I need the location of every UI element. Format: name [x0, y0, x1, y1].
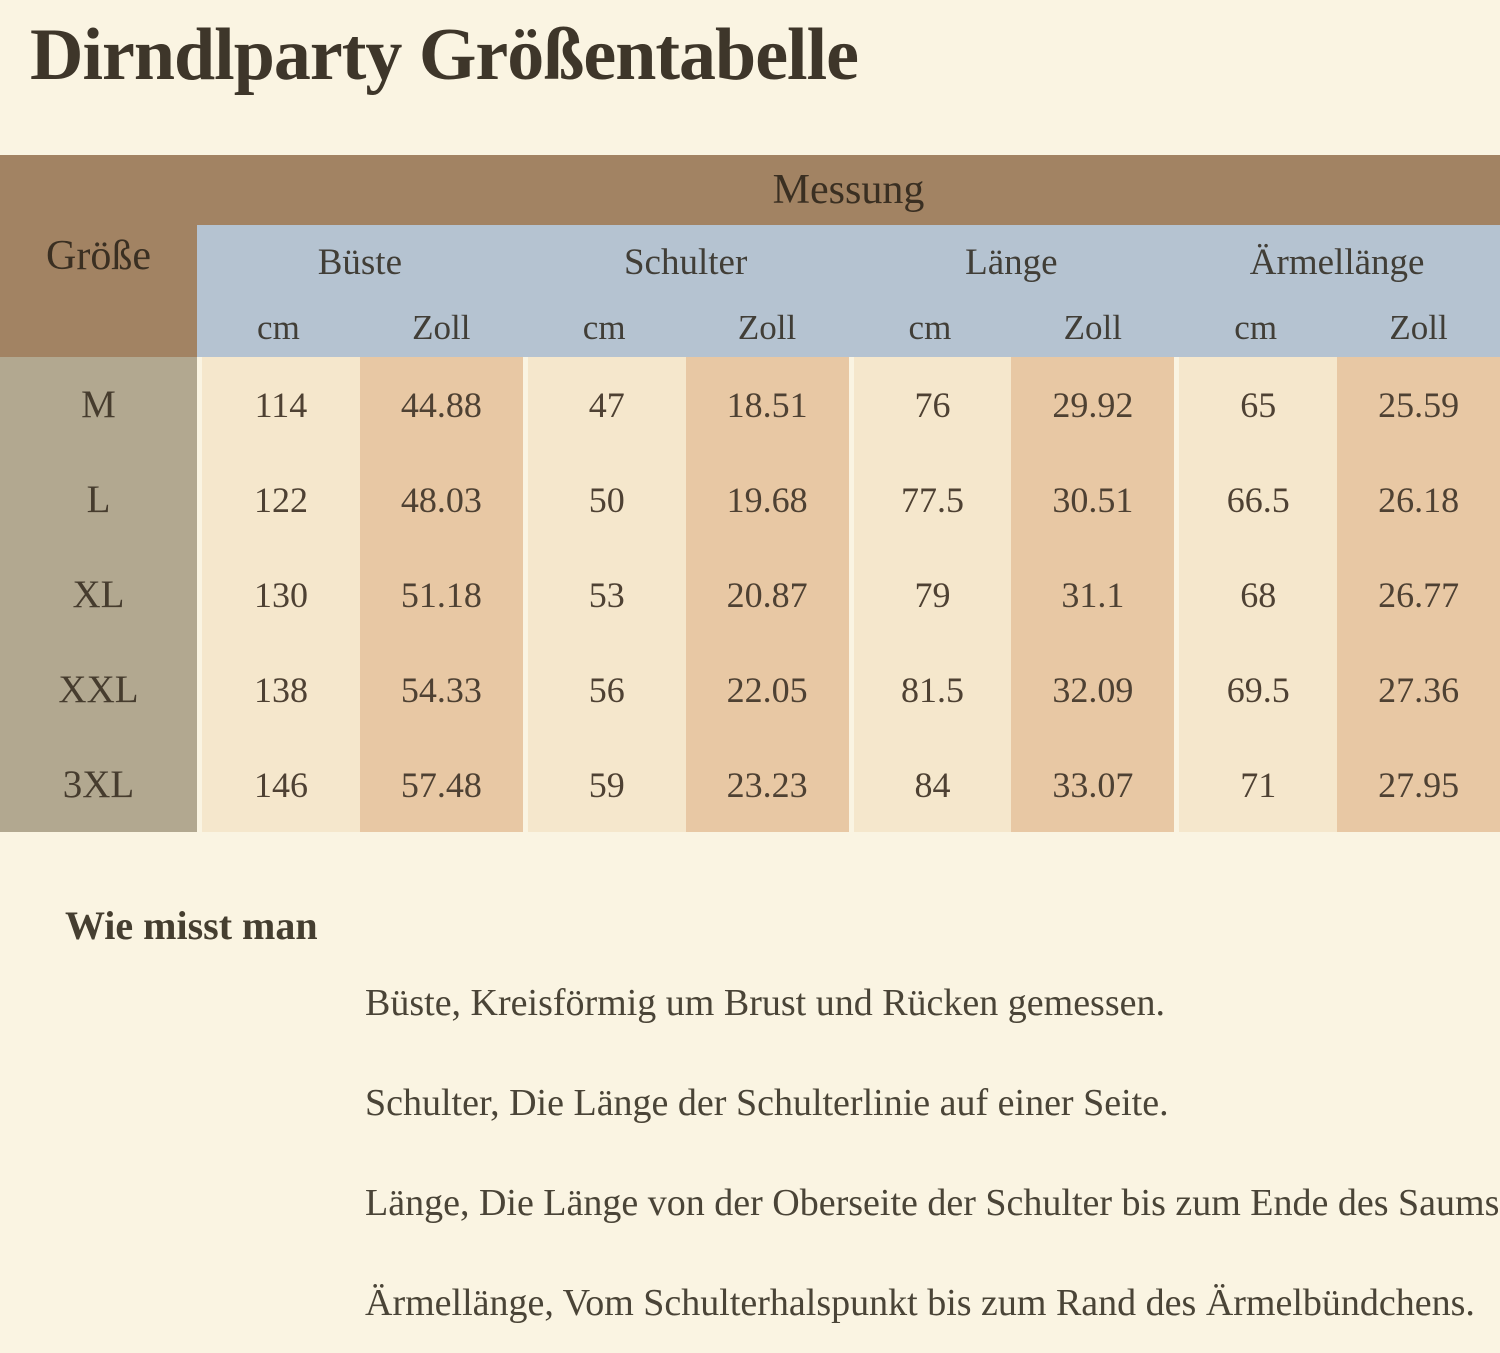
- unit-header-cm: cm: [197, 299, 360, 357]
- value-cell-cm: 65: [1174, 357, 1338, 452]
- size-table: Größe Messung Büste Schulter Länge Ärmel…: [0, 155, 1500, 832]
- value-cell-zoll: 57.48: [359, 737, 523, 832]
- how-to-measure-section: Wie misst man Büste, Kreisförmig um Brus…: [0, 902, 1500, 1353]
- value-cell-zoll: 26.18: [1337, 452, 1500, 547]
- value-cell-zoll: 30.51: [1011, 452, 1175, 547]
- size-row-label: M: [0, 357, 197, 452]
- value-cell-zoll: 32.09: [1011, 642, 1175, 737]
- size-row-label: XXL: [0, 642, 197, 737]
- value-cell-cm: 114: [197, 357, 360, 452]
- value-cell-cm: 130: [197, 547, 360, 642]
- measure-line-aermellaenge: Ärmellänge, Vom Schulterhalspunkt bis zu…: [365, 1282, 1475, 1324]
- value-cell-cm: 84: [848, 737, 1012, 832]
- value-cell-zoll: 54.33: [359, 642, 523, 737]
- measure-line-schulter: Schulter, Die Länge der Schulterlinie au…: [365, 1082, 1169, 1124]
- value-cell-zoll: 27.36: [1337, 642, 1500, 737]
- value-cell-cm: 122: [197, 452, 360, 547]
- size-row-label: 3XL: [0, 737, 197, 832]
- value-cell-zoll: 48.03: [359, 452, 523, 547]
- value-cell-zoll: 19.68: [685, 452, 849, 547]
- value-cell-cm: 53: [522, 547, 686, 642]
- groesse-column-header: Größe: [0, 155, 197, 357]
- value-cell-zoll: 31.1: [1011, 547, 1175, 642]
- group-header-laenge: Länge: [848, 225, 1175, 299]
- value-cell-cm: 66.5: [1174, 452, 1338, 547]
- unit-header-zoll: Zoll: [685, 299, 849, 357]
- value-cell-cm: 59: [522, 737, 686, 832]
- unit-header-zoll: Zoll: [1011, 299, 1175, 357]
- value-cell-zoll: 25.59: [1337, 357, 1500, 452]
- group-header-schulter: Schulter: [522, 225, 849, 299]
- how-to-measure-heading: Wie misst man: [65, 903, 318, 948]
- unit-header-zoll: Zoll: [1337, 299, 1500, 357]
- value-cell-zoll: 27.95: [1337, 737, 1500, 832]
- value-cell-cm: 71: [1174, 737, 1338, 832]
- value-cell-cm: 138: [197, 642, 360, 737]
- unit-header-cm: cm: [1174, 299, 1338, 357]
- value-cell-cm: 77.5: [848, 452, 1012, 547]
- value-cell-zoll: 18.51: [685, 357, 849, 452]
- value-cell-cm: 146: [197, 737, 360, 832]
- value-cell-zoll: 44.88: [359, 357, 523, 452]
- value-cell-zoll: 26.77: [1337, 547, 1500, 642]
- unit-header-cm: cm: [848, 299, 1012, 357]
- value-cell-zoll: 29.92: [1011, 357, 1175, 452]
- value-cell-cm: 79: [848, 547, 1012, 642]
- value-cell-cm: 69.5: [1174, 642, 1338, 737]
- value-cell-cm: 50: [522, 452, 686, 547]
- value-cell-cm: 81.5: [848, 642, 1012, 737]
- value-cell-cm: 56: [522, 642, 686, 737]
- messung-header: Messung: [197, 155, 1500, 225]
- value-cell-cm: 47: [522, 357, 686, 452]
- value-cell-zoll: 20.87: [685, 547, 849, 642]
- size-row-label: XL: [0, 547, 197, 642]
- measure-line-bueste: Büste, Kreisförmig um Brust und Rücken g…: [365, 982, 1166, 1024]
- page-title: Dirndlparty Größentabelle: [30, 14, 859, 96]
- group-header-bueste: Büste: [197, 225, 523, 299]
- value-cell-cm: 68: [1174, 547, 1338, 642]
- measure-line-laenge: Länge, Die Länge von der Oberseite der S…: [365, 1182, 1500, 1224]
- unit-header-cm: cm: [522, 299, 686, 357]
- value-cell-zoll: 23.23: [685, 737, 849, 832]
- size-row-label: L: [0, 452, 197, 547]
- value-cell-zoll: 51.18: [359, 547, 523, 642]
- value-cell-zoll: 22.05: [685, 642, 849, 737]
- value-cell-zoll: 33.07: [1011, 737, 1175, 832]
- group-header-aermellaenge: Ärmellänge: [1174, 225, 1500, 299]
- unit-header-zoll: Zoll: [359, 299, 523, 357]
- value-cell-cm: 76: [848, 357, 1012, 452]
